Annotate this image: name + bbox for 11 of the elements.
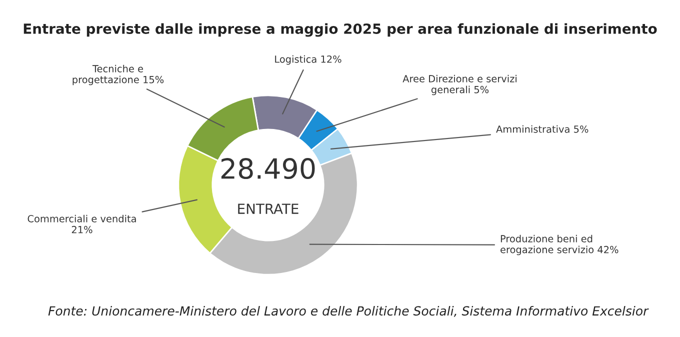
slice-label: Amministrativa 5% [496,125,588,133]
slice-label: Commerciali e vendita [28,214,136,222]
text: ENTRATE [238,204,298,214]
text: 28.490 [221,158,315,180]
slice-label: Logistica 12% [275,55,342,65]
slice-label: Produzione beni ed erogazione servizio 42% [500,234,618,256]
chart-title: Entrate previste dalle imprese a maggio 2025 per area funzionale di inserimento [24,23,657,37]
source-note: Fonte: Unioncamere-Ministero del Lavoro e delle Politiche Sociali, Sistema Informativo Excelsior [48,306,649,317]
slice-label: Tecniche e progettazione 15% [72,64,164,86]
slice-label: Aree Direzione e servizi generali 5% [402,74,516,96]
data-label: 21% [72,226,92,234]
